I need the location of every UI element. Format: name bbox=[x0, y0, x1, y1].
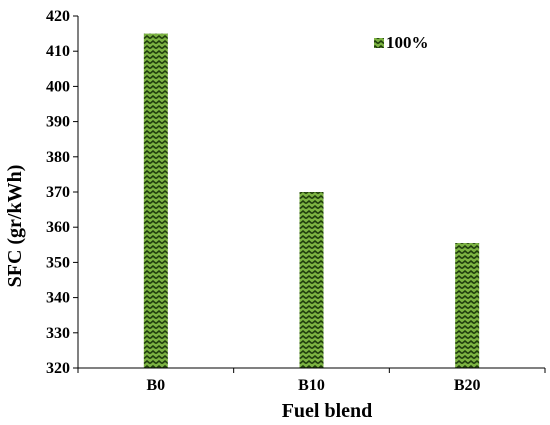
y-tick-label: 340 bbox=[46, 290, 70, 307]
y-tick-label: 420 bbox=[46, 8, 70, 25]
x-tick-label-b20: B20 bbox=[454, 377, 481, 394]
y-tick-label: 370 bbox=[46, 184, 70, 201]
bar-b0 bbox=[143, 33, 168, 368]
y-tick-label: 390 bbox=[46, 114, 70, 131]
axes-group bbox=[77, 16, 545, 369]
bars-group bbox=[143, 33, 480, 368]
y-tick-label: 320 bbox=[46, 360, 70, 377]
y-axis-ticks: 320 330 340 350 360 370 380 390 400 410 420 bbox=[46, 8, 78, 377]
y-tick-label: 410 bbox=[46, 43, 70, 60]
bar-b20 bbox=[455, 243, 480, 368]
x-tick-label-b0: B0 bbox=[146, 377, 165, 394]
y-tick-label: 350 bbox=[46, 254, 70, 271]
y-tick-label: 360 bbox=[46, 219, 70, 236]
legend-swatch bbox=[374, 38, 384, 48]
y-tick-label: 330 bbox=[46, 325, 70, 342]
bar-b10 bbox=[299, 192, 324, 368]
legend: 100% bbox=[374, 33, 429, 52]
x-axis-ticks: B0 B10 B20 bbox=[77, 368, 546, 394]
legend-label: 100% bbox=[386, 33, 429, 52]
y-tick-label: 380 bbox=[46, 149, 70, 166]
x-tick-label-b10: B10 bbox=[298, 377, 325, 394]
x-axis-title: Fuel blend bbox=[282, 400, 373, 422]
y-axis-title: SFC (gr/kWh) bbox=[4, 165, 26, 288]
y-tick-label: 400 bbox=[46, 78, 70, 95]
